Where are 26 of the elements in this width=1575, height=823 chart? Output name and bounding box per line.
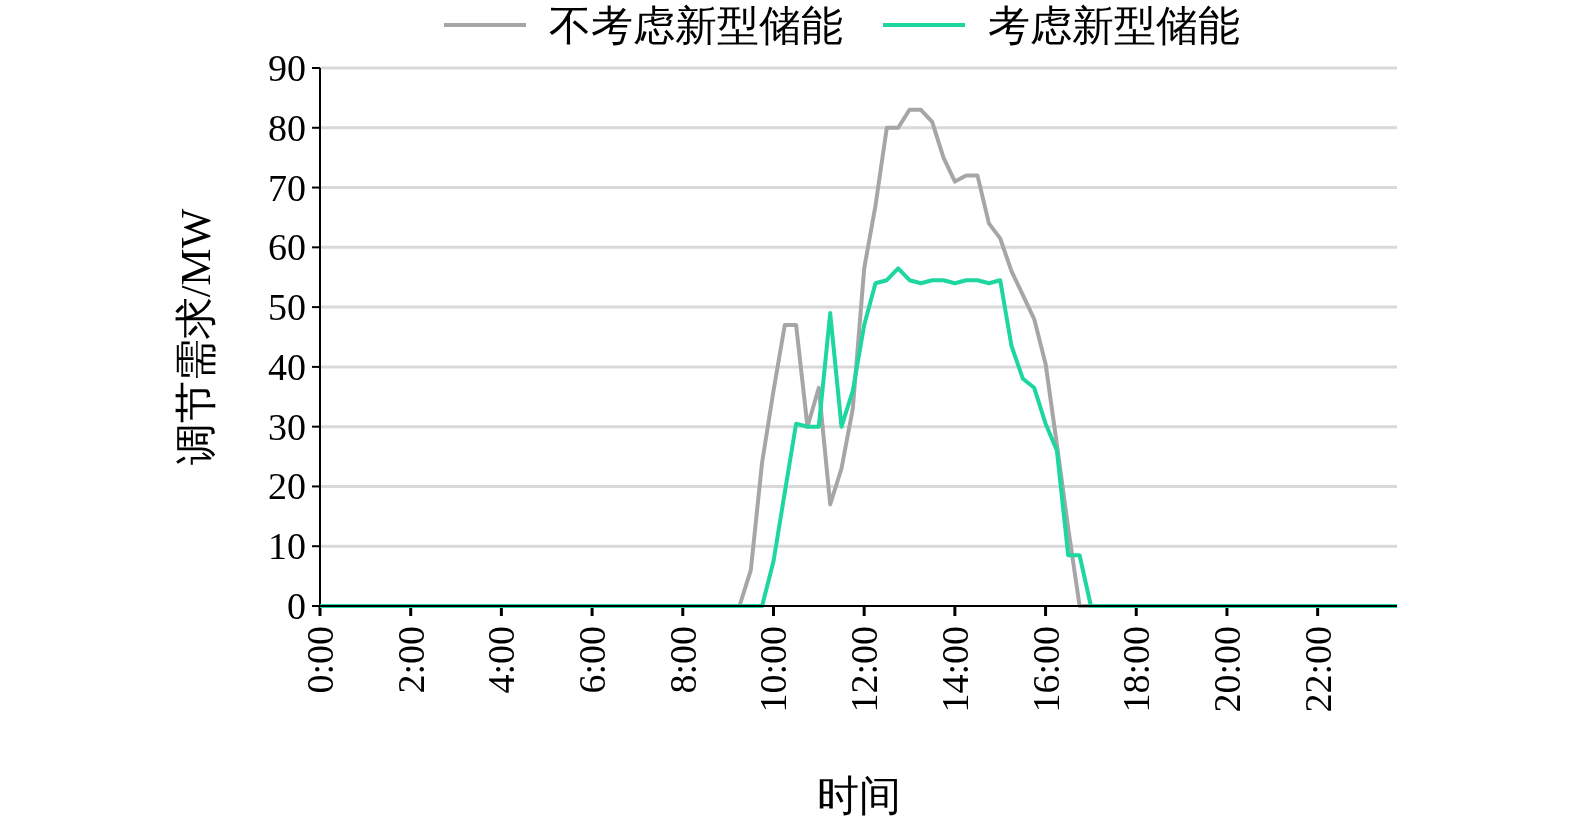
y-tick-label: 30 [268,405,306,448]
x-tick-label: 0:00 [299,626,341,694]
x-tick-label: 18:00 [1115,626,1158,713]
x-tick-label: 10:00 [752,626,795,713]
x-tick-label: 22:00 [1296,626,1339,713]
x-tick-label: 12:00 [843,626,886,713]
legend-label: 考虑新型储能 [988,3,1240,49]
x-tick-label: 14:00 [933,626,976,713]
y-tick-label: 10 [268,525,306,568]
y-tick-label: 60 [268,226,306,269]
y-tick-label: 90 [268,47,306,89]
y-tick-label: 50 [268,286,306,329]
y-tick-label: 40 [268,345,306,388]
x-tick-label: 6:00 [571,626,614,694]
y-tick-label: 70 [268,166,306,209]
legend-label: 不考虑新型储能 [549,3,843,49]
y-tick-label: 20 [268,465,306,508]
y-tick-label: 0 [287,585,306,627]
y-tick-label: 80 [268,106,306,149]
x-axis-title: 时间 [816,773,901,819]
x-tick-label: 2:00 [389,626,432,694]
x-tick-label: 4:00 [480,626,523,694]
x-tick-label: 8:00 [661,626,704,694]
y-axis-title: 调节需求/MW [173,208,219,466]
x-tick-label: 16:00 [1024,626,1067,713]
x-tick-label: 20:00 [1205,626,1248,713]
